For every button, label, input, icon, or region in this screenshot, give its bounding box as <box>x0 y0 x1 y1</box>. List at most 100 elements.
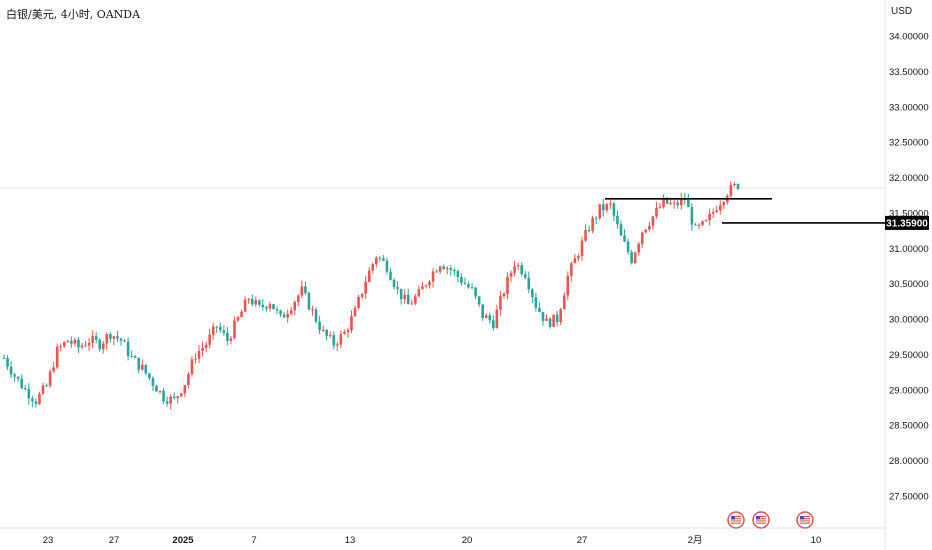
candle-body <box>562 295 566 310</box>
candle-body <box>91 336 94 343</box>
candle-body <box>321 329 325 331</box>
candle-body <box>541 311 545 321</box>
candle-body <box>733 183 736 185</box>
candle-body <box>382 258 385 261</box>
candle-body <box>640 232 644 244</box>
candle-body <box>729 184 733 196</box>
candle-body <box>552 314 555 327</box>
candle-body <box>626 241 630 253</box>
y-tick-label: 31.50000 <box>889 208 929 219</box>
candle-body <box>297 295 300 302</box>
candle-body <box>694 224 697 226</box>
candle-body <box>665 197 669 204</box>
candle-body <box>233 320 236 339</box>
candle-body <box>463 282 467 285</box>
candle-body <box>609 203 612 205</box>
candle-body <box>584 230 587 241</box>
candle-body <box>406 294 410 305</box>
y-tick-label: 29.00000 <box>889 385 929 396</box>
symbol-title: 白银/美元, 4小时, OANDA <box>6 8 141 21</box>
candle-body <box>140 364 144 370</box>
candle-body <box>268 304 272 309</box>
us-event-flag-icon[interactable] <box>727 511 745 529</box>
candle-body <box>711 212 715 214</box>
candle-body <box>545 318 548 321</box>
candle-body <box>179 393 183 397</box>
candle-body <box>151 378 155 386</box>
x-tick-label: 20 <box>462 535 473 546</box>
us-event-flag-icon[interactable] <box>796 511 814 529</box>
candle-body <box>410 303 414 305</box>
candle-body <box>598 204 602 219</box>
us-event-flag-icon[interactable] <box>752 511 770 529</box>
candle-body <box>332 335 336 346</box>
candle-body <box>392 279 396 288</box>
candle-body <box>481 304 484 318</box>
candle-body <box>417 289 421 297</box>
candle-body <box>367 270 371 282</box>
candle-body <box>570 263 573 276</box>
x-tick-label: 23 <box>43 535 54 546</box>
candle-body <box>722 202 726 206</box>
candle-body <box>41 385 45 394</box>
candle-body <box>48 371 52 386</box>
candle-body <box>658 207 662 209</box>
candle-body <box>616 215 619 225</box>
candle-body <box>62 342 66 347</box>
candle-body <box>101 343 105 350</box>
candle-body <box>126 341 130 357</box>
candle-body <box>300 286 304 296</box>
candle-body <box>424 285 428 287</box>
candle-body <box>655 207 658 217</box>
candle-body <box>304 286 307 293</box>
x-tick-label: 13 <box>345 535 356 546</box>
candle-body <box>282 314 286 318</box>
candle-body <box>311 309 314 311</box>
candle-body <box>215 326 219 328</box>
y-tick-label: 28.50000 <box>889 421 929 432</box>
candle-body <box>265 307 268 309</box>
candle-body <box>197 350 201 359</box>
candle-body <box>538 307 541 312</box>
candle-body <box>119 338 123 341</box>
candle-body <box>715 210 719 213</box>
candle-body <box>445 268 449 270</box>
candle-body <box>211 326 215 335</box>
candle-body <box>353 307 357 317</box>
candle-body <box>474 287 477 297</box>
candle-body <box>506 276 509 294</box>
candle-body <box>523 274 527 278</box>
candle-body <box>449 268 453 270</box>
candle-body <box>176 396 180 399</box>
candle-body <box>208 334 211 345</box>
candle-body <box>194 358 197 360</box>
candle-body <box>488 315 492 321</box>
candle-body <box>16 376 20 379</box>
candle-body <box>492 320 495 329</box>
candle-body <box>431 271 435 282</box>
currency-label: USD <box>891 6 913 17</box>
candle-body <box>59 346 63 348</box>
candle-body <box>218 326 222 331</box>
candle-body <box>527 277 531 290</box>
candle-body <box>534 297 538 308</box>
candle-body <box>133 356 137 358</box>
candle-body <box>385 260 389 272</box>
candle-body <box>630 252 633 263</box>
x-tick-label: 2月 <box>688 535 703 546</box>
candle-body <box>513 266 516 273</box>
candle-body <box>109 334 112 339</box>
candle-body <box>435 271 438 273</box>
y-tick-label: 32.00000 <box>889 173 929 184</box>
candle-body <box>612 203 616 216</box>
candle-body <box>286 313 289 318</box>
candle-body <box>183 384 187 394</box>
candle-body <box>414 296 417 304</box>
candle-body <box>172 396 176 399</box>
candle-body <box>350 316 353 331</box>
candle-body <box>577 256 580 259</box>
candle-body <box>605 204 609 211</box>
candle-body <box>594 217 598 219</box>
candle-body <box>587 230 591 232</box>
